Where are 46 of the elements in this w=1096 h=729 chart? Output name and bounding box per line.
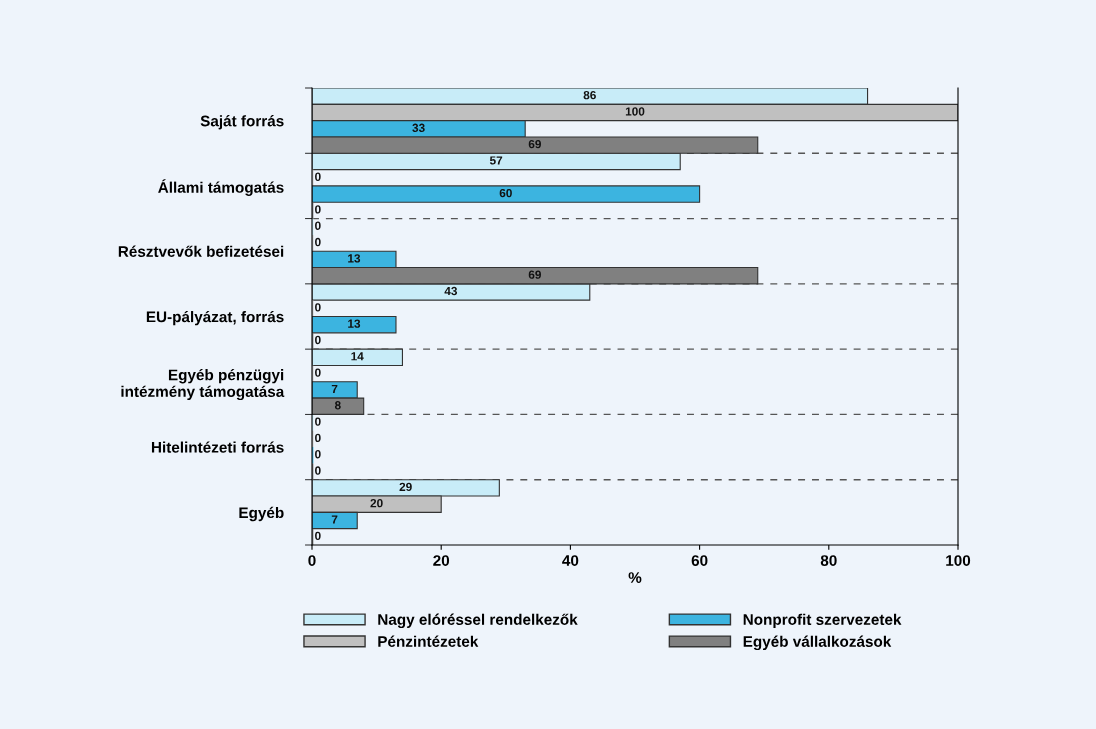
y-tick-label: EU-pályázat, forrás: [146, 310, 284, 326]
legend-label: Egyéb vállalkozások: [743, 635, 892, 651]
data-label: 33: [412, 123, 425, 132]
y-tick-label: Egyéb: [239, 506, 284, 522]
data-label: 60: [499, 188, 512, 198]
y-tick-label: Állami támogatás: [158, 179, 284, 196]
data-label: 0: [315, 172, 321, 181]
data-label: 69: [528, 270, 541, 279]
data-label: 13: [348, 254, 361, 263]
y-tick-label: Egyéb pénzügyi intézmény támogatása: [121, 368, 285, 401]
data-label: 69: [528, 139, 541, 149]
y-tick-label: Résztvevők befizetései: [118, 245, 284, 257]
data-label: 0: [315, 417, 321, 426]
data-label: 8: [334, 401, 341, 410]
data-label: 0: [315, 368, 321, 377]
data-label: 7: [331, 384, 338, 393]
legend-label: Nagy elóréssel rendelkezők: [378, 613, 578, 629]
x-tick-label: 100: [946, 555, 971, 566]
legend-label: Nonprofit szervezetek: [743, 613, 902, 628]
data-label: 0: [315, 303, 321, 312]
data-label: 14: [351, 352, 364, 361]
data-label: 20: [370, 499, 383, 508]
data-label: 100: [625, 107, 645, 116]
data-label: 0: [315, 433, 321, 443]
x-tick-label: 20: [433, 555, 450, 566]
data-label: 0: [315, 221, 321, 230]
x-tick-label: 0: [308, 555, 316, 566]
x-tick-label: 40: [562, 555, 579, 566]
data-label: 0: [315, 237, 321, 247]
x-tick-label: 60: [691, 555, 708, 566]
x-tick-label: 80: [820, 555, 837, 566]
data-label: 0: [315, 531, 321, 541]
data-label: 0: [315, 335, 321, 345]
data-label: 0: [315, 450, 321, 459]
y-tick-label: Saját forrás: [200, 115, 284, 130]
data-label: 86: [583, 90, 596, 100]
x-axis-title: %: [628, 572, 642, 583]
data-label: 29: [399, 482, 412, 492]
legend-label: Pénzintézetek: [378, 635, 479, 647]
data-label: 7: [331, 515, 338, 524]
data-label: 43: [444, 286, 458, 296]
y-tick-label: Hitelintézeti forrás: [151, 441, 284, 453]
data-label: 0: [315, 205, 321, 214]
data-label: 57: [489, 156, 503, 165]
data-label: 13: [348, 319, 361, 328]
data-label: 0: [315, 466, 321, 475]
